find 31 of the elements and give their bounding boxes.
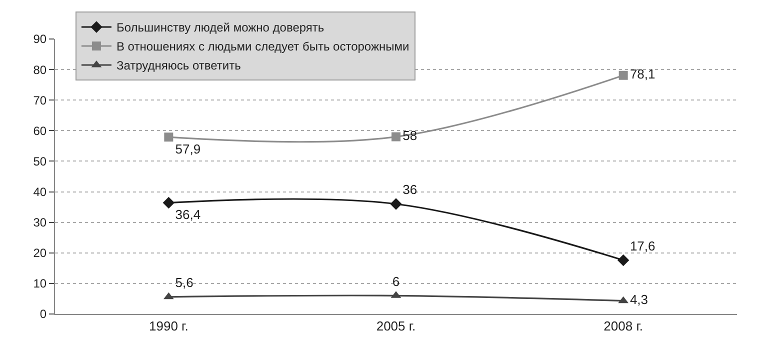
y-tick-label: 90: [33, 32, 47, 46]
data-label: 6: [392, 274, 400, 289]
y-tick-label: 60: [33, 124, 47, 138]
data-label: 58: [402, 128, 418, 144]
y-tick-label: 20: [33, 246, 47, 260]
data-label: 17,6: [630, 238, 656, 254]
data-label: 5,6: [175, 275, 194, 290]
point: [164, 132, 174, 142]
y-tick-label: 80: [33, 62, 47, 77]
y-tick-label: 50: [33, 154, 47, 168]
point: [617, 254, 630, 266]
point: [162, 196, 175, 209]
legend-label: Большинству людей можно доверять: [116, 20, 324, 35]
legend-label: В отношениях с людьми следует быть осторожными: [116, 40, 410, 54]
y-tick-label: 40: [33, 184, 47, 199]
y-tick-label: 70: [33, 93, 47, 108]
data-label: 78,1: [630, 66, 656, 82]
x-tick-label: 2008 г.: [604, 318, 643, 334]
y-tick-label: 0: [40, 307, 47, 322]
data-label: 4,3: [630, 292, 648, 308]
data-label: 36,4: [175, 207, 201, 222]
point: [390, 198, 402, 210]
legend-label: Затрудняюсь ответить: [116, 58, 241, 73]
y-tick-label: 10: [33, 276, 47, 291]
data-label: 36: [402, 182, 418, 198]
point: [392, 132, 400, 142]
x-tick-label: 1990 г.: [149, 318, 188, 334]
data-label: 57,9: [175, 141, 201, 156]
point: [618, 70, 628, 80]
y-tick-label: 30: [33, 216, 47, 230]
x-tick-label: 2005 г.: [376, 318, 416, 334]
